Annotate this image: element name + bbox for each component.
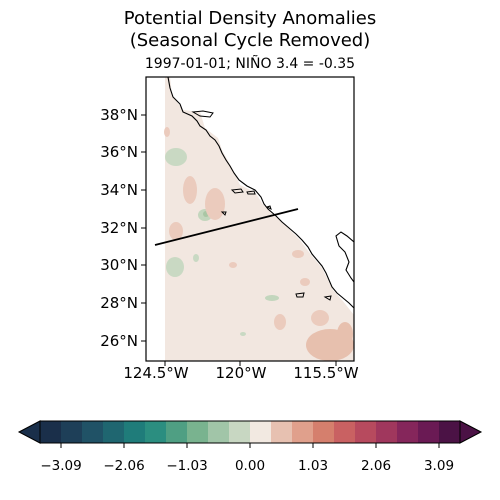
colorbar-tick-label: −2.06 xyxy=(103,458,145,474)
colorbar-segment xyxy=(82,421,104,443)
lon-tick-label: 124.5°W xyxy=(123,364,189,382)
colorbar-ticks xyxy=(60,443,440,448)
colorbar-segment xyxy=(292,421,314,443)
colorbar-segment xyxy=(376,421,398,443)
colorbar-tick-label: 1.03 xyxy=(297,458,329,474)
colorbar-tick-label: −3.09 xyxy=(40,458,82,474)
lat-tick-label: 34°N xyxy=(100,181,138,199)
map-area xyxy=(146,77,354,361)
lon-tick-label: 115.5°W xyxy=(293,364,359,382)
colorbar-tick-label: 0.00 xyxy=(234,458,266,474)
colorbar-segment xyxy=(61,421,83,443)
anomaly-patch xyxy=(193,254,199,262)
lon-tick-label: 120°W xyxy=(215,364,267,382)
colorbar-segment xyxy=(187,421,209,443)
island xyxy=(230,188,244,194)
anomaly-patch xyxy=(265,295,279,301)
colorbar-segment xyxy=(124,421,146,443)
colorbar-segment xyxy=(355,421,377,443)
anomaly-patch xyxy=(311,310,329,326)
baja-coast xyxy=(335,231,354,283)
colorbar-extend-low xyxy=(17,420,41,444)
colorbar-segment xyxy=(397,421,419,443)
lat-tick-label: 28°N xyxy=(100,294,138,312)
anomaly-patch xyxy=(337,322,353,346)
island xyxy=(191,110,214,118)
anomaly-patch xyxy=(240,332,246,336)
colorbar-segment xyxy=(313,421,335,443)
axis-ticks xyxy=(141,114,337,366)
lat-tick-label: 30°N xyxy=(100,256,138,274)
island xyxy=(323,295,332,301)
colorbar-segment xyxy=(166,421,188,443)
anomaly-patch xyxy=(183,176,197,204)
colorbar xyxy=(40,421,461,443)
lat-tick-label: 32°N xyxy=(100,219,138,237)
colorbar-extend-high xyxy=(459,420,483,444)
chart-subtitle: 1997-01-01; NIÑO 3.4 = -0.35 xyxy=(144,56,356,72)
colorbar-tick-label: 3.09 xyxy=(423,458,455,474)
anomaly-patch xyxy=(300,278,310,286)
colorbar-segment xyxy=(250,421,272,443)
colorbar-segment xyxy=(418,421,440,443)
colorbar-segment xyxy=(208,421,230,443)
anomaly-patch xyxy=(166,257,184,277)
colorbar-segment xyxy=(271,421,293,443)
colorbar-segment xyxy=(334,421,356,443)
map-frame xyxy=(145,76,355,362)
colorbar-segment xyxy=(145,421,167,443)
island xyxy=(220,211,227,216)
anomaly-patch xyxy=(274,314,286,330)
anomaly-patch xyxy=(165,148,187,166)
anomaly-patch xyxy=(205,188,225,220)
colorbar-tick-label: 2.06 xyxy=(360,458,392,474)
chart-title: Potential Density Anomalies xyxy=(123,8,377,29)
colorbar-segment xyxy=(40,421,62,443)
anomaly-patch xyxy=(229,262,237,268)
island xyxy=(246,190,256,195)
island xyxy=(295,292,305,298)
colorbar-tick-label: −1.03 xyxy=(166,458,208,474)
transect-line xyxy=(154,208,299,246)
lat-tick-label: 38°N xyxy=(100,106,138,124)
colorbar-segment xyxy=(103,421,125,443)
anomaly-patch xyxy=(169,222,183,240)
coastline xyxy=(167,77,354,309)
colorbar-segment xyxy=(439,421,461,443)
lat-tick-label: 26°N xyxy=(100,332,138,350)
colorbar-segment xyxy=(229,421,251,443)
chart-title-line2: (Seasonal Cycle Removed) xyxy=(129,30,371,51)
anomaly-patch xyxy=(164,127,170,137)
island xyxy=(265,205,272,210)
anomaly-patch xyxy=(292,250,304,258)
lat-tick-label: 36°N xyxy=(100,143,138,161)
